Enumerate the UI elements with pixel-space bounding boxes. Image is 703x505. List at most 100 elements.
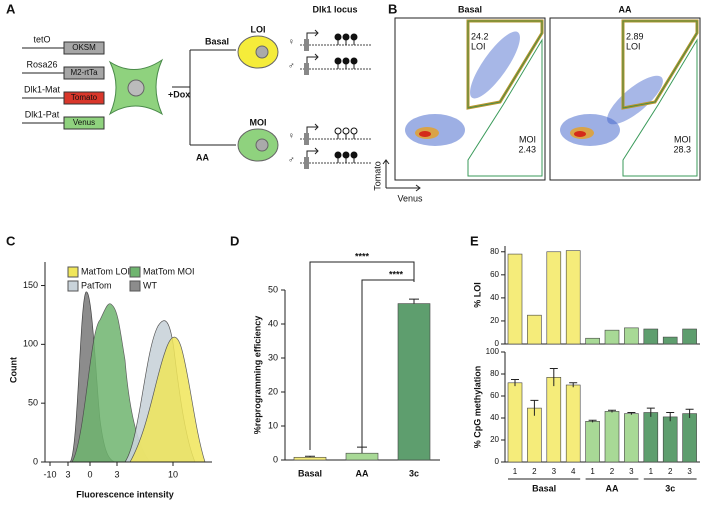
lollipop <box>350 151 358 159</box>
state: MOI <box>250 117 267 127</box>
allele: ♂ <box>288 154 295 164</box>
error-bar <box>305 455 315 458</box>
error-bar <box>409 298 419 304</box>
x-tick-label: 1 <box>649 467 654 476</box>
allele: ♀ <box>288 130 295 140</box>
gate-value: 2.43 <box>518 144 536 154</box>
locus-title: Dlk1 locus <box>312 4 357 14</box>
group-label: 3c <box>665 483 675 493</box>
lollipop <box>342 127 350 135</box>
moi-gate <box>467 38 543 177</box>
x-tick-label: 4 <box>571 467 576 476</box>
lollipop <box>334 127 342 135</box>
bar <box>345 452 379 461</box>
bar <box>565 384 581 463</box>
bar <box>546 376 562 463</box>
error-bar <box>588 419 597 423</box>
arrow <box>306 147 319 157</box>
lollipop <box>334 57 342 65</box>
y-tick-label: 80 <box>490 247 499 256</box>
annotation: **** <box>355 251 370 261</box>
scatter-core <box>419 131 431 137</box>
bar <box>585 337 600 345</box>
bar <box>662 416 678 463</box>
legend-label: WT <box>143 280 157 290</box>
gate-value: 2.89 <box>626 31 644 41</box>
nucleus <box>255 45 269 59</box>
legend-swatch <box>129 280 141 292</box>
gate-label: LOI <box>626 41 641 51</box>
bar <box>585 420 600 463</box>
lollipop <box>350 127 358 135</box>
y-tick-label: 0 <box>273 454 278 464</box>
error-bar <box>685 408 694 418</box>
x-tick-label: 2 <box>668 467 673 476</box>
y-axis-label: % LOI <box>472 282 482 308</box>
significance-bracket <box>361 279 414 452</box>
cassette <box>63 116 105 130</box>
bar <box>527 314 542 345</box>
gate-value: 24.2 <box>471 31 489 41</box>
x-tick-label: 3 <box>114 469 119 479</box>
y-tick-label: 20 <box>268 386 278 396</box>
lollipop <box>334 151 342 159</box>
scatter-core <box>574 131 586 137</box>
x-tick-label: 3 <box>65 469 70 479</box>
x-tick-label: 2 <box>610 467 615 476</box>
group-label: AA <box>606 483 619 493</box>
bar <box>624 327 639 345</box>
locus-name: Dlk1-Mat <box>24 84 61 94</box>
loi-gate-inner <box>622 20 698 109</box>
error-bar <box>627 412 636 415</box>
x-tick-label: 1 <box>513 467 518 476</box>
y-axis-label: % CpG methylation <box>472 366 482 449</box>
bar <box>643 328 659 345</box>
bar <box>662 336 678 345</box>
y-tick-label: 0 <box>495 457 500 466</box>
treatment: +Dox <box>168 89 190 99</box>
cassette-name: Tomato <box>71 93 98 102</box>
histogram-curve <box>129 336 206 463</box>
x-tick-label: AA <box>356 468 369 478</box>
x-axis-label: Fluorescence intensity <box>76 489 174 499</box>
gene <box>304 157 309 169</box>
gate-label: LOI <box>471 41 486 51</box>
locus-name: Dlk1-Pat <box>25 109 60 119</box>
y-axis-label: Count <box>8 357 18 383</box>
x-tick-label: 10 <box>168 469 178 479</box>
bar <box>507 382 523 463</box>
lollipop <box>334 33 342 41</box>
error-bar <box>549 368 558 387</box>
legend-label: PatTom <box>81 280 112 290</box>
error-bar <box>530 399 539 416</box>
nucleus <box>255 138 269 152</box>
x-tick-label: 0 <box>87 469 92 479</box>
y-tick-label: 0 <box>495 339 500 348</box>
x-tick-label: 1 <box>590 467 595 476</box>
bar <box>546 251 562 345</box>
legend-swatch <box>67 280 79 292</box>
lollipop <box>342 151 350 159</box>
y-tick-label: 60 <box>490 270 499 279</box>
error-bar <box>569 382 578 388</box>
y-tick-label: 20 <box>490 435 499 444</box>
error-bar <box>511 379 519 387</box>
scatter-cloud <box>607 75 663 125</box>
lollipop <box>350 33 358 41</box>
gene <box>304 39 309 51</box>
cassette-name: M2-rtTa <box>70 68 98 77</box>
y-tick-label: 100 <box>486 347 500 356</box>
axis-arrows <box>382 159 421 192</box>
legend-swatch <box>67 266 79 278</box>
gate-value: 28.3 <box>673 144 691 154</box>
x-tick-label: 2 <box>532 467 537 476</box>
moi-gate <box>622 38 698 177</box>
loi-gate-inner <box>467 20 543 109</box>
y-tick-label: 40 <box>490 293 499 302</box>
lollipop <box>350 57 358 65</box>
plot-frame <box>549 17 701 181</box>
y-tick-label: 20 <box>490 316 499 325</box>
plot-title: Basal <box>458 4 482 14</box>
error-bar <box>608 409 616 413</box>
